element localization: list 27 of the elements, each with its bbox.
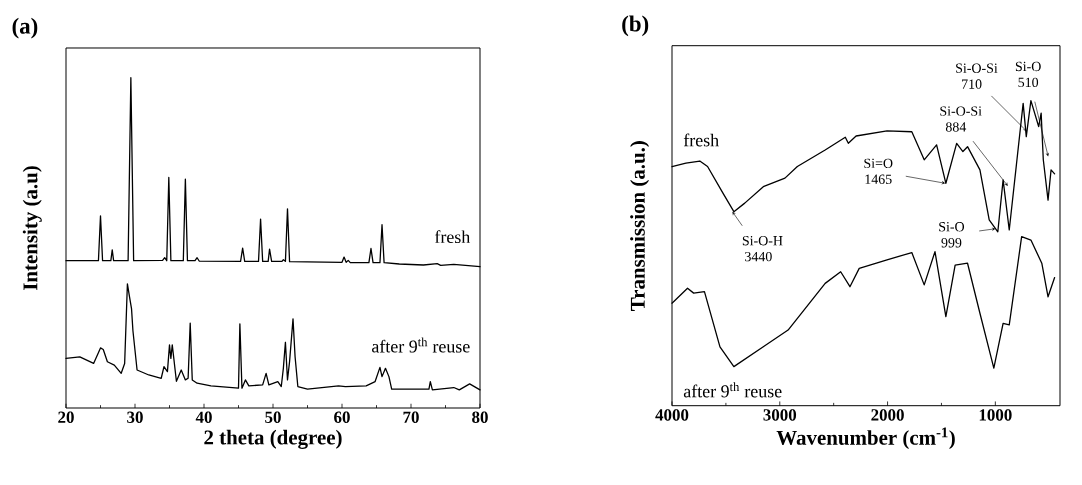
series-label: after 9$^{th}$ reuse [372, 337, 470, 353]
annotation: Si=O 1465 [864, 158, 893, 184]
x-tick-label: 80 [472, 411, 488, 423]
chart-title: (b) [622, 15, 649, 37]
annotation: Si-O-Si 884 [940, 106, 982, 132]
x-tick-label: 30 [127, 411, 143, 423]
x-axis-title: Wavenumber (cm$^{-1}$) [776, 427, 955, 450]
x-axis-title: 2 theta (degree) [204, 429, 342, 449]
y-axis-title: Intensity (a.u) [22, 166, 42, 291]
annotation: Si-O-Si 710 [956, 63, 998, 89]
x-tick-label: 20 [58, 411, 74, 423]
x-tick-label: 70 [403, 411, 419, 423]
series-label: fresh [434, 230, 471, 244]
annotation: Si-O-H 3440 [742, 236, 783, 262]
series-label: after 9$^{th}$ reuse [683, 382, 782, 398]
annotation: Si-O 999 [939, 222, 965, 248]
annotation: Si-O 510 [1015, 61, 1041, 88]
x-tick-label: 3000 [763, 409, 797, 421]
x-tick-label: 1000 [979, 409, 1012, 421]
series-label: fresh [683, 133, 719, 147]
chart-title: (a) [12, 17, 38, 39]
x-tick-label: 50 [265, 411, 281, 423]
y-axis-title: Transmission (a.u.) [630, 141, 650, 311]
x-tick-label: 2000 [871, 409, 904, 421]
x-tick-label: 40 [195, 411, 212, 423]
x-tick-label: 60 [334, 411, 350, 423]
x-tick-label: 4000 [655, 409, 689, 421]
